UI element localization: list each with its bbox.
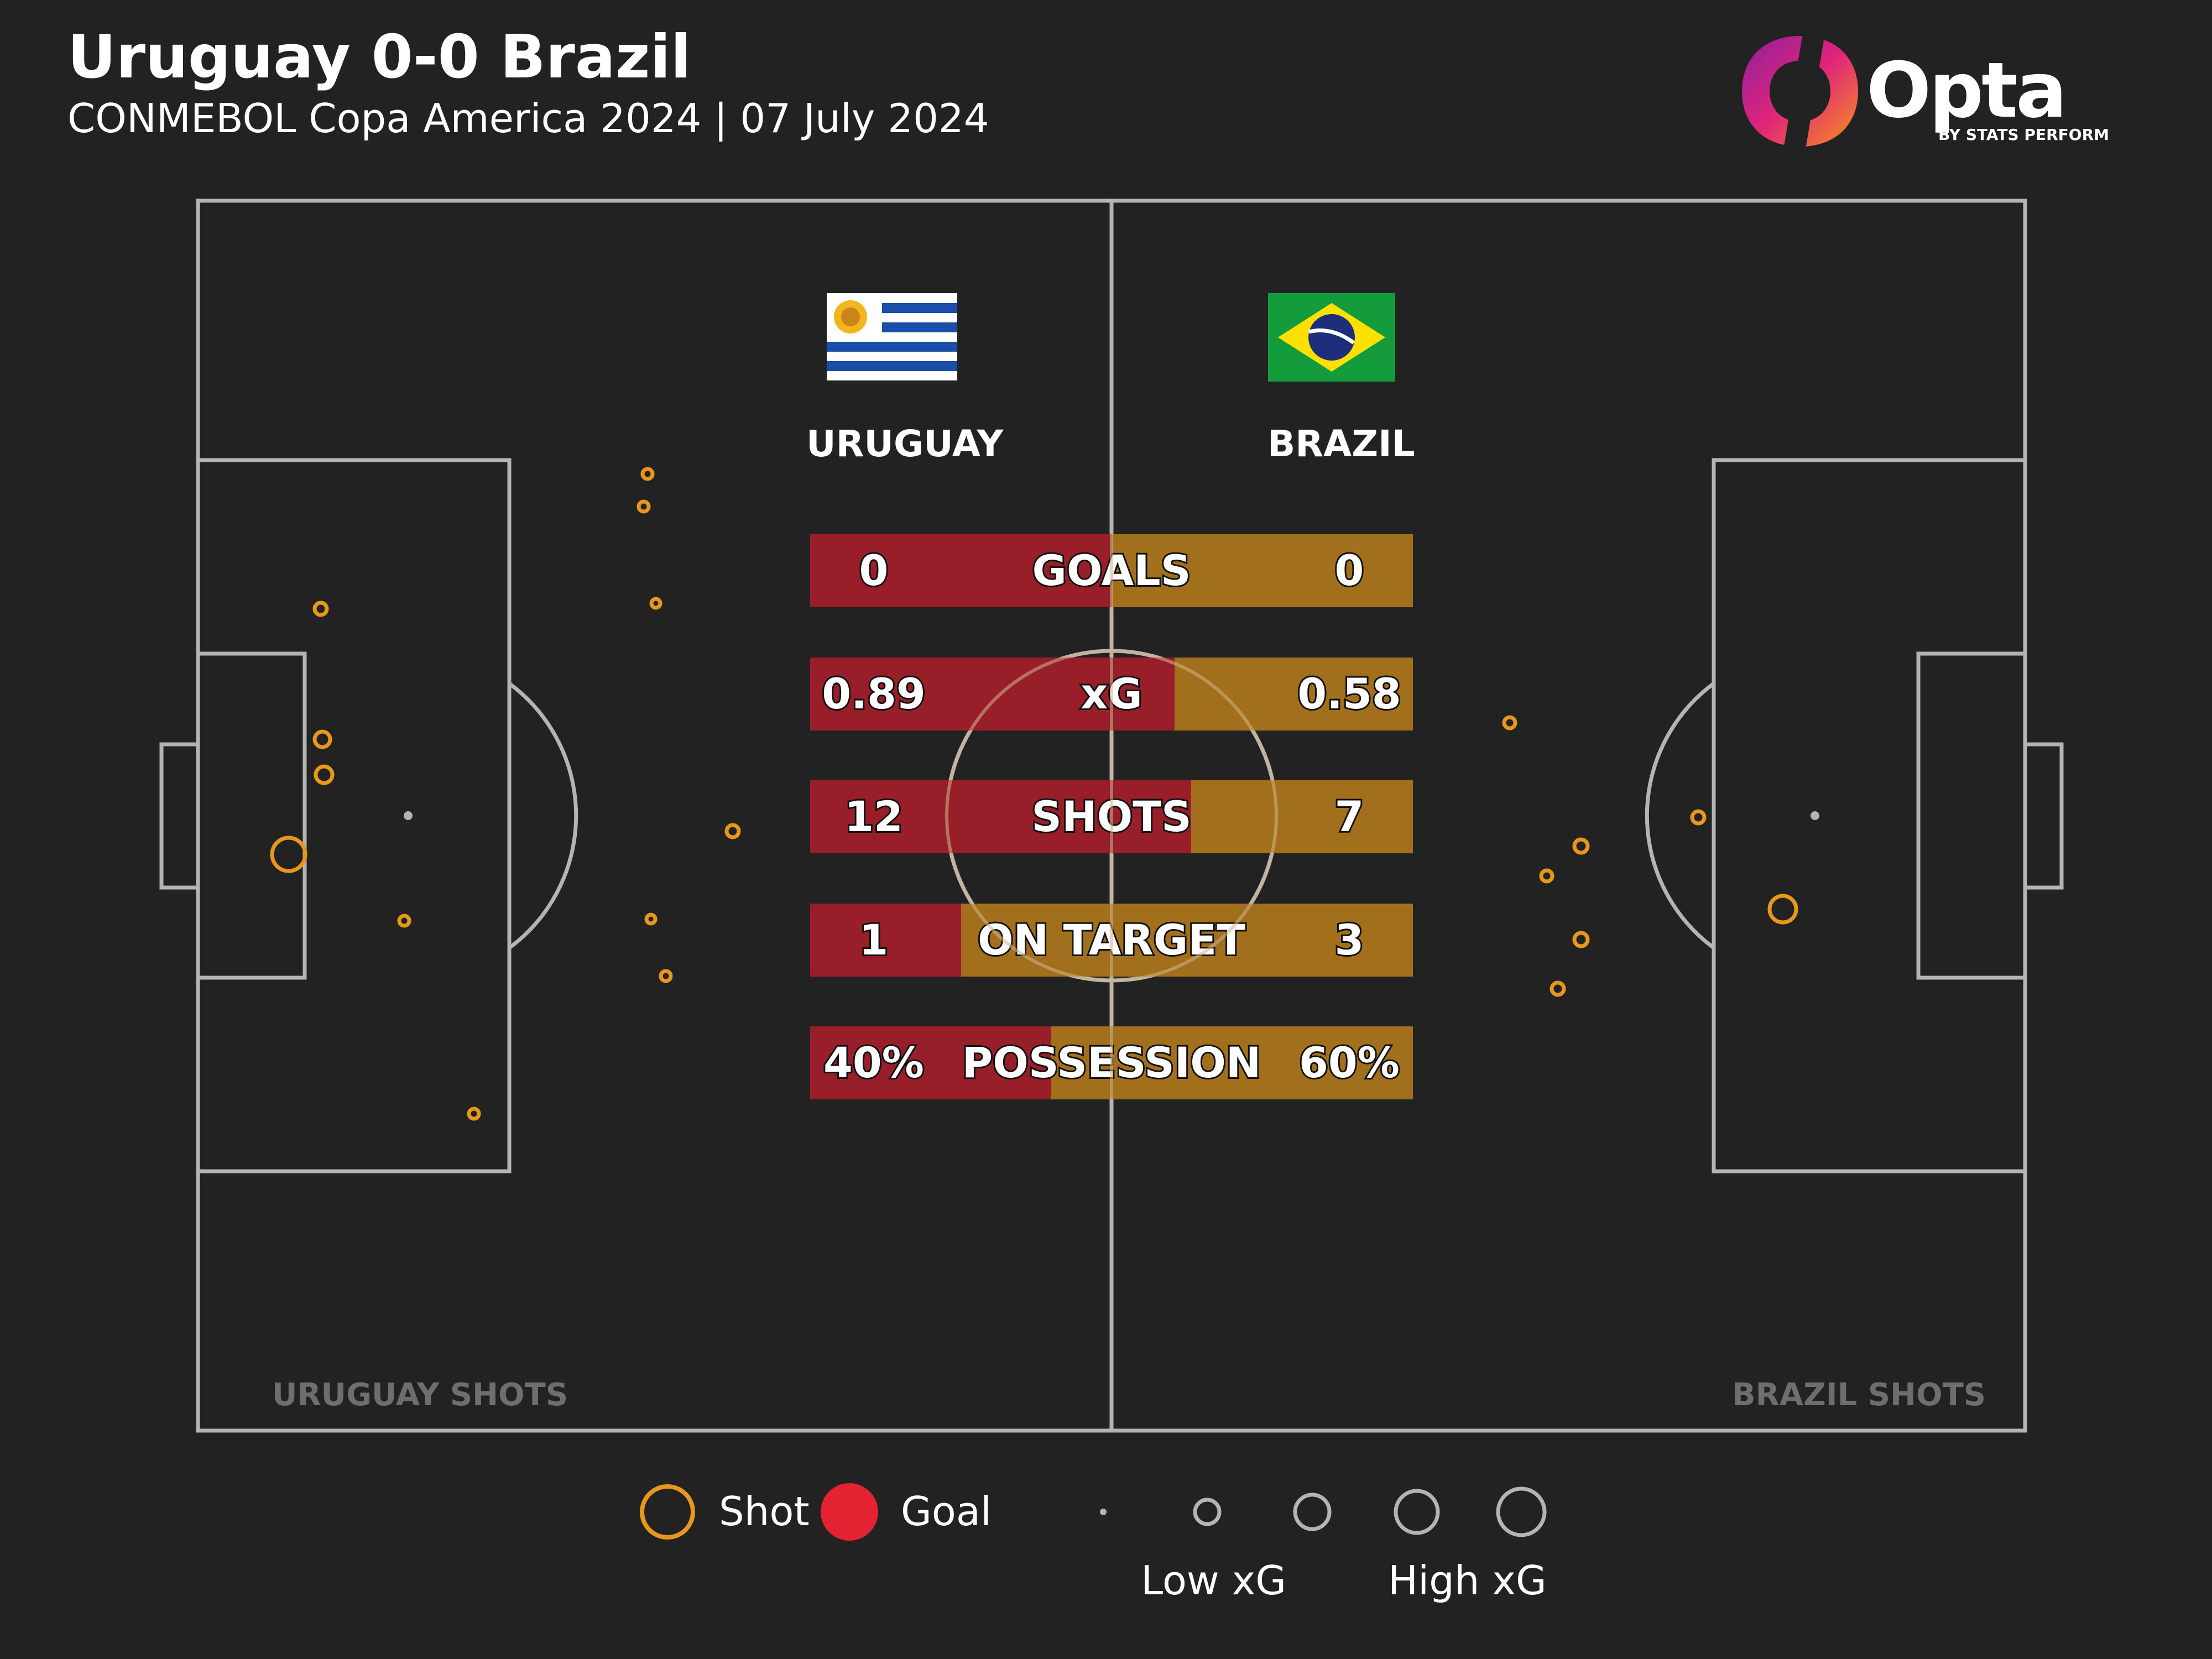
- home-stat-value: 40%: [822, 1036, 926, 1089]
- right-goal: [2023, 742, 2064, 890]
- legend-xg-size-1: [1100, 1509, 1107, 1515]
- shot-marker: [1572, 837, 1590, 855]
- page-title: Uruguay 0-0 Brazil: [67, 23, 691, 92]
- away-stat-value: 0: [1333, 544, 1366, 597]
- shot-marker: [397, 914, 411, 928]
- home-stat-value: 1: [858, 914, 890, 966]
- shot-marker: [644, 912, 658, 926]
- away-stat-value: 0.58: [1296, 667, 1403, 720]
- legend-shot-icon: [640, 1484, 695, 1540]
- page-subtitle: CONMEBOL Copa America 2024 | 07 July 202…: [67, 95, 989, 142]
- team-name-home: URUGUAY: [806, 422, 1004, 465]
- legend-xg-size-4: [1394, 1489, 1440, 1535]
- shot-marker: [1550, 980, 1566, 997]
- shot-marker: [659, 969, 673, 983]
- shot-marker: [1502, 715, 1517, 731]
- legend-shot-label: Shot: [719, 1488, 810, 1535]
- home-stat-bar: [810, 904, 961, 977]
- legend-xg-scale: [1100, 1486, 1547, 1537]
- legend-xg-size-2: [1193, 1498, 1222, 1526]
- uruguay-flag-icon: [827, 293, 957, 380]
- shot-marker: [1767, 894, 1798, 925]
- shot-marker: [1572, 931, 1590, 948]
- shot-marker: [314, 764, 335, 785]
- stat-row: 40% POSSESSION 60%: [810, 1026, 1413, 1099]
- away-stat-value: 60%: [1297, 1036, 1401, 1089]
- shot-marker: [637, 499, 651, 514]
- shot-marker: [640, 467, 655, 481]
- away-shots-label: BRAZIL SHOTS: [1732, 1377, 1986, 1413]
- stat-row: 12 SHOTS 7: [810, 780, 1413, 853]
- legend-high-xg-label: High xG: [1388, 1557, 1547, 1604]
- left-penalty-spot: [404, 811, 413, 820]
- legend-goal-icon: [821, 1483, 878, 1541]
- left-penalty-area: [196, 458, 512, 1173]
- brazil-flag-icon: [1268, 293, 1395, 382]
- legend-goal-label: Goal: [901, 1488, 992, 1535]
- stat-row: 1 ON TARGET 3: [810, 904, 1413, 977]
- shot-marker: [1539, 868, 1554, 884]
- right-six-yard-box: [1916, 651, 2027, 980]
- legend-low-xg-label: Low xG: [1141, 1557, 1287, 1604]
- shot-marker: [312, 601, 329, 617]
- right-penalty-area: [1712, 458, 2027, 1173]
- legend-xg-size-3: [1293, 1493, 1332, 1531]
- left-penalty-arc: [508, 682, 578, 950]
- right-penalty-spot: [1811, 811, 1819, 820]
- shot-marker: [724, 823, 741, 839]
- logo-wordmark: Opta: [1866, 46, 2067, 135]
- shot-marker: [1690, 809, 1707, 826]
- away-stat-value: 7: [1333, 790, 1366, 843]
- logo-subtext: BY STATS PERFORM: [1938, 126, 2109, 144]
- opta-logo-icon: [1742, 33, 1858, 149]
- left-goal: [159, 742, 200, 890]
- home-shots-label: URUGUAY SHOTS: [272, 1377, 568, 1413]
- legend-xg-size-5: [1496, 1486, 1547, 1537]
- shot-marker: [467, 1107, 481, 1121]
- stat-row: 0 GOALS 0: [810, 534, 1413, 607]
- stat-row: 0.89 xG 0.58: [810, 658, 1413, 731]
- shot-marker: [312, 729, 332, 749]
- team-name-away: BRAZIL: [1267, 422, 1415, 465]
- home-stat-bar: [810, 534, 1112, 607]
- home-stat-value: 12: [843, 790, 905, 843]
- away-stat-value: 3: [1333, 914, 1366, 966]
- shot-marker: [270, 836, 307, 873]
- left-six-yard-box: [196, 651, 307, 980]
- right-penalty-arc: [1645, 682, 1715, 950]
- away-stat-bar: [1112, 534, 1413, 607]
- home-stat-value: 0: [858, 544, 890, 597]
- home-stat-value: 0.89: [820, 667, 927, 720]
- shot-marker: [649, 597, 662, 610]
- home-stat-bar: [810, 1026, 1051, 1099]
